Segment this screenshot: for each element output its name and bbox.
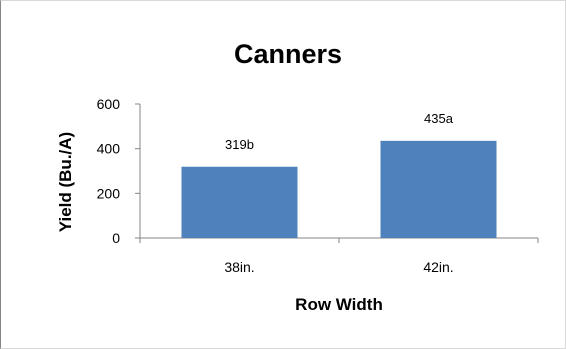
y-tick-label: 600 <box>97 96 121 112</box>
y-tick-label: 0 <box>112 230 120 246</box>
x-tick-label: 38in. <box>224 259 254 275</box>
data-label: 435a <box>424 111 454 126</box>
bar <box>380 140 497 238</box>
y-tick-label: 400 <box>97 141 121 157</box>
x-tick-label: 42in. <box>423 259 453 275</box>
x-axis-title: Row Width <box>295 295 383 314</box>
y-tick-label: 200 <box>97 185 121 201</box>
data-label: 319b <box>225 137 254 152</box>
y-axis-title: Yield (Bu./A) <box>56 132 75 232</box>
bar <box>181 166 298 238</box>
plot-area: 0 200 400 600 319b 38in. 435a 42in. <box>97 96 539 275</box>
chart-title: Canners <box>234 39 342 69</box>
